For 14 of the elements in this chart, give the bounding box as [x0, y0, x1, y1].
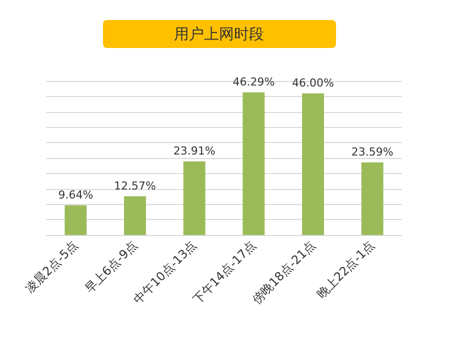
data-label: 23.59% [351, 145, 394, 158]
bar [183, 161, 206, 235]
bar [64, 205, 87, 235]
bar [124, 196, 146, 235]
data-label: 46.29% [232, 75, 275, 88]
x-tick-label: 凌晨2点-5点 [22, 238, 81, 296]
bar [302, 93, 324, 235]
bar [361, 162, 384, 235]
chart-title: 用户上网时段 [174, 25, 264, 43]
data-label: 46.00% [292, 76, 334, 90]
data-label: 23.91% [173, 144, 216, 158]
bar [242, 92, 265, 235]
data-label: 12.57% [114, 179, 156, 192]
data-label: 9.64% [58, 188, 94, 202]
